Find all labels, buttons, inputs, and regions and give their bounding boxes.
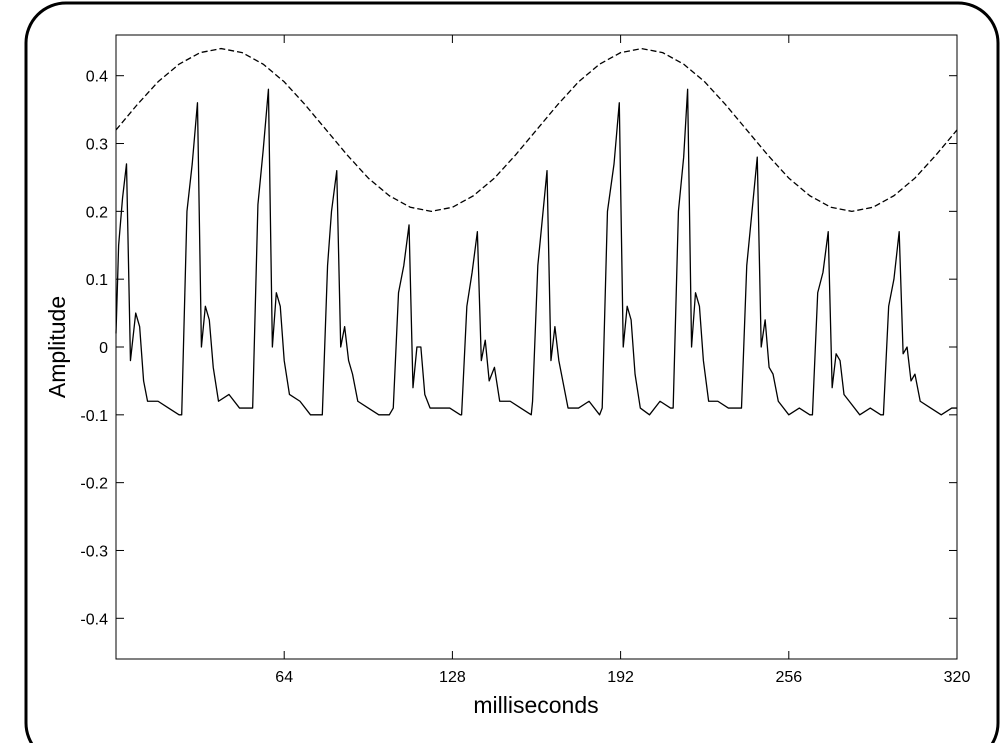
y-tick-label: -0.3 <box>80 543 108 560</box>
series-line <box>115 88 957 416</box>
x-tick-label: 64 <box>275 669 293 686</box>
plot-area <box>115 34 958 660</box>
y-tick-label: 0.1 <box>86 272 108 289</box>
y-tick-label: -0.2 <box>80 476 108 493</box>
x-tick-label: 256 <box>775 669 802 686</box>
y-tick-label: 0 <box>99 340 108 357</box>
y-tick-label: 0.4 <box>86 69 108 86</box>
y-tick-label: 0.2 <box>86 204 108 221</box>
y-tick-label: 0.3 <box>86 137 108 154</box>
x-tick-label: 192 <box>607 669 634 686</box>
series-line <box>115 47 958 212</box>
x-tick-label: 320 <box>944 669 971 686</box>
x-tick-label: 128 <box>439 669 466 686</box>
y-axis-label: Amplitude <box>44 296 70 398</box>
y-tick-label: -0.1 <box>80 408 108 425</box>
x-axis-label: milliseconds <box>473 692 598 718</box>
y-tick-label: -0.4 <box>80 611 108 628</box>
